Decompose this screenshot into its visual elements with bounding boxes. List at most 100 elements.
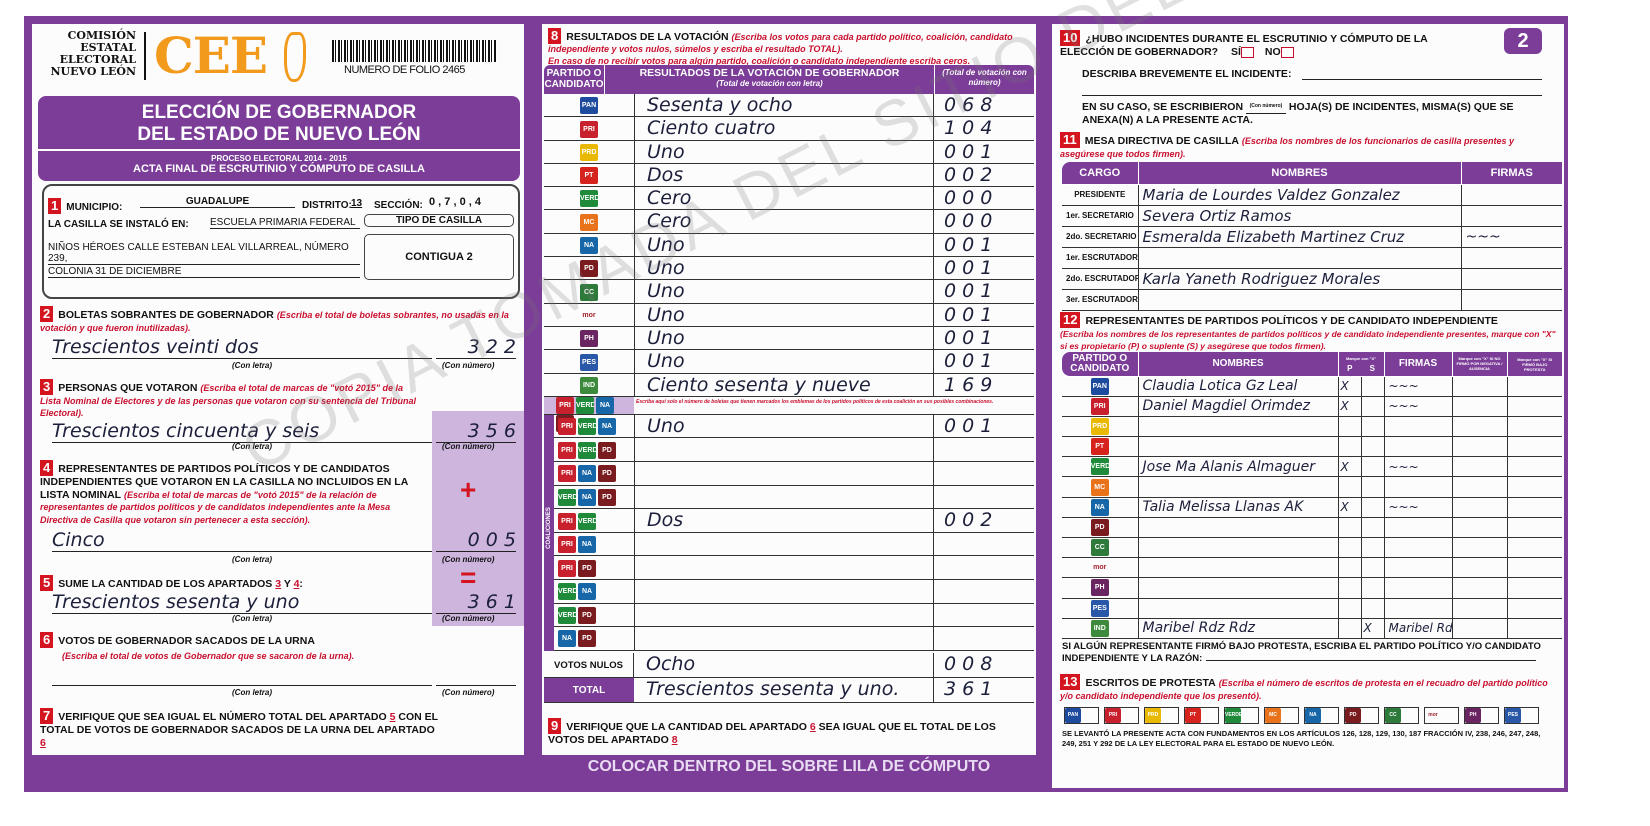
suplente-mark xyxy=(1361,436,1385,458)
votos-letra: Uno xyxy=(634,280,934,303)
incident-line-2[interactable] xyxy=(1082,84,1542,96)
protest-count-field[interactable] xyxy=(1081,708,1098,723)
protest-count-field[interactable] xyxy=(1401,708,1418,723)
protest-count-field[interactable] xyxy=(1441,708,1458,723)
section-number: 6 xyxy=(40,632,54,648)
representantes-header: PARTIDO O CANDIDATO NOMBRES Marque con "… xyxy=(1062,352,1562,377)
col-numero: (Total de votación con número) xyxy=(934,65,1034,94)
party-cell: mor xyxy=(1062,557,1139,579)
negativa-cell xyxy=(1452,436,1508,458)
party-logo-cc-icon: CC xyxy=(1090,539,1109,557)
firma-cell xyxy=(1461,268,1562,290)
votos-numero xyxy=(934,462,1034,485)
protest-box[interactable]: PD xyxy=(1344,707,1379,724)
coalition-logos: PRI PD xyxy=(544,556,634,579)
mesa-row: PRESIDENTE Maria de Lourdes Valdez Gonzal… xyxy=(1062,184,1562,206)
protesta-line-1: SI ALGÚN REPRESENTANTE FIRMÓ BAJO PROTES… xyxy=(1062,641,1541,652)
boletas-sobrantes-numero: 3 2 2 xyxy=(436,336,516,359)
protest-count-field[interactable] xyxy=(1201,708,1218,723)
representante-row: PH xyxy=(1062,577,1562,599)
votos-numero xyxy=(934,580,1034,603)
no-checkbox[interactable] xyxy=(1280,46,1294,58)
protest-box[interactable]: NA xyxy=(1304,707,1339,724)
protest-count-field[interactable] xyxy=(1121,708,1138,723)
votos-numero: 0 0 0 xyxy=(944,187,993,210)
party-cell: PT xyxy=(1062,436,1139,458)
party-cell: PT xyxy=(544,164,634,186)
section-title: SUME LA CANTIDAD DE LOS APARTADOS xyxy=(58,578,273,590)
protest-count-field[interactable] xyxy=(1481,708,1498,723)
section-hint: (Escriba los nombres de los funcionarios… xyxy=(1060,136,1514,159)
protest-count-field[interactable] xyxy=(1281,708,1298,723)
results-row: NA Uno 0 0 1 xyxy=(544,233,1034,258)
caption-letra: (Con letra) xyxy=(232,442,272,451)
protest-box[interactable]: PRD xyxy=(1144,707,1179,724)
section-hint: (Escriba el total de boletas sobrantes, … xyxy=(40,310,509,333)
firma-cell xyxy=(1384,436,1453,458)
protest-count-field[interactable] xyxy=(1161,708,1178,723)
nombre-cell: Maria de Lourdes Valdez Gonzalez xyxy=(1138,184,1462,206)
section-number: 9 xyxy=(548,718,562,734)
ref-apartado: 3 xyxy=(275,578,282,590)
protest-box[interactable]: MC xyxy=(1264,707,1299,724)
caption-letra: (Con letra) xyxy=(232,361,272,370)
party-logo-pd-icon: PD xyxy=(1090,518,1109,536)
ref-apartado: 4 xyxy=(293,578,300,590)
protest-box[interactable]: VERDE xyxy=(1224,707,1259,724)
coalition-row: PRI NA PD xyxy=(544,462,1034,486)
party-logo-prd-icon: PRD xyxy=(1090,417,1109,435)
verify-text-2: CON EL TOTAL DE VOTOS DE GOBERNADOR SACA… xyxy=(40,711,438,736)
protest-count-field[interactable] xyxy=(1361,708,1378,723)
si-checkbox[interactable] xyxy=(1240,46,1254,58)
party-logo-pes-icon: PES xyxy=(1090,599,1109,617)
party-cell: PD xyxy=(1062,517,1139,539)
section-4: 4 REPRESENTANTES DE PARTIDOS POLÍTICOS Y … xyxy=(40,460,425,526)
protesta-cell xyxy=(1507,396,1562,417)
protest-box[interactable]: mor xyxy=(1424,707,1459,724)
envelope-banner: COLOCAR DENTRO DEL SOBRE LILA DE CÓMPUTO xyxy=(587,758,991,775)
protest-box[interactable]: PT xyxy=(1184,707,1219,724)
municipio-label: MUNICIPIO: xyxy=(66,202,123,213)
section-number: 13 xyxy=(1060,674,1081,690)
nombre-cell: Claudia Lotica Gz Leal xyxy=(1138,376,1339,397)
protesta-field[interactable] xyxy=(1206,660,1537,661)
votos-nulos-row: VOTOS NULOS Ocho 0 0 8 xyxy=(544,652,1034,678)
party-logo-pri-icon: PRI xyxy=(558,536,576,554)
votos-letra xyxy=(634,603,934,627)
votos-nulos-letra: Ocho xyxy=(634,652,934,677)
party-cell: PES xyxy=(1062,598,1139,619)
party-logo-pri-icon: PRI xyxy=(580,120,598,138)
section-number: 3 xyxy=(40,379,54,395)
votos-numero: 0 0 1 xyxy=(944,414,993,437)
representante-row: PAN Claudia Lotica Gz Leal X ~~~ xyxy=(1062,376,1562,397)
protest-count-field[interactable] xyxy=(1521,708,1538,723)
firma-cell xyxy=(1384,537,1453,559)
protest-box[interactable]: PAN xyxy=(1064,707,1099,724)
propietario-mark xyxy=(1338,577,1362,599)
party-cell: PRI xyxy=(1062,396,1139,417)
hojas-field[interactable]: (Con número) xyxy=(1245,100,1286,114)
section-hint: (Escriba el total de votos de Gobernador… xyxy=(62,651,355,661)
party-cell: PRI xyxy=(544,117,634,139)
results-row: CC Uno 0 0 1 xyxy=(544,280,1034,304)
caption-numero: (Con número) xyxy=(442,442,495,451)
incident-line[interactable] xyxy=(1302,68,1542,80)
nombre-cell xyxy=(1138,416,1339,438)
protesta-cell xyxy=(1507,577,1562,599)
protest-count-field[interactable] xyxy=(1241,708,1258,723)
votos-letra xyxy=(634,627,934,650)
propietario-mark xyxy=(1338,598,1362,619)
results-row: PES Uno 0 0 1 xyxy=(544,350,1034,374)
protest-box[interactable]: PRI xyxy=(1104,707,1139,724)
protest-count-field[interactable] xyxy=(1321,708,1338,723)
protest-box[interactable]: PES xyxy=(1504,707,1539,724)
party-logo-verde-icon: VERDE xyxy=(578,512,596,530)
protest-box[interactable]: PH xyxy=(1464,707,1499,724)
party-logo-na-icon: NA xyxy=(578,465,596,483)
protest-box[interactable]: CC xyxy=(1384,707,1419,724)
total-letra: Trescientos sesenta y uno. xyxy=(634,677,934,702)
votos-letra: Uno xyxy=(634,140,934,163)
col-partido: PARTIDO O CANDIDATO xyxy=(1062,352,1139,377)
protesta-cell xyxy=(1507,517,1562,539)
org-name: COMISIÓN ESTATAL ELECTORAL NUEVO LEÓN xyxy=(36,30,136,78)
